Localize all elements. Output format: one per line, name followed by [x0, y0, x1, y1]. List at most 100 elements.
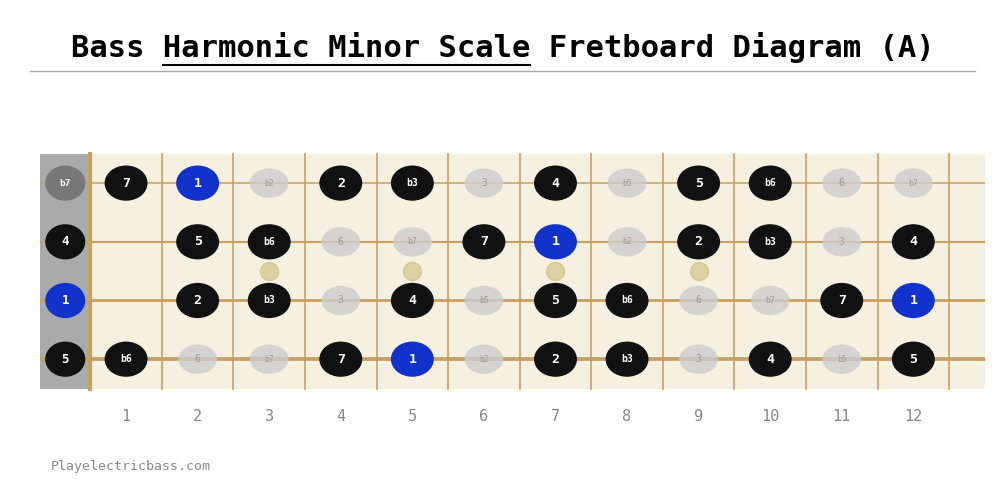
Ellipse shape	[534, 166, 577, 201]
Ellipse shape	[322, 227, 360, 256]
Text: 1: 1	[61, 294, 69, 307]
Text: 4: 4	[61, 235, 69, 248]
Text: b6: b6	[121, 354, 132, 364]
Ellipse shape	[391, 342, 434, 377]
Ellipse shape	[322, 286, 360, 315]
Text: 6: 6	[479, 409, 488, 424]
Text: b7: b7	[766, 296, 775, 305]
Text: 2: 2	[337, 176, 345, 190]
Text: 4: 4	[337, 409, 346, 424]
Ellipse shape	[608, 169, 646, 198]
Ellipse shape	[105, 342, 148, 377]
Ellipse shape	[677, 224, 721, 259]
Ellipse shape	[248, 283, 290, 318]
Ellipse shape	[391, 166, 434, 201]
Ellipse shape	[608, 227, 646, 256]
Text: b7: b7	[264, 354, 274, 364]
Text: 7: 7	[480, 235, 487, 248]
Ellipse shape	[891, 224, 935, 259]
Ellipse shape	[749, 224, 792, 259]
Text: 1: 1	[910, 294, 918, 307]
Text: 3: 3	[839, 237, 844, 247]
Text: 9: 9	[694, 409, 703, 424]
Ellipse shape	[679, 345, 718, 374]
Ellipse shape	[178, 345, 217, 374]
Text: b2: b2	[264, 178, 274, 188]
Text: b3: b3	[621, 354, 633, 364]
Ellipse shape	[45, 342, 85, 377]
Ellipse shape	[822, 345, 861, 374]
Ellipse shape	[751, 286, 790, 315]
Text: 5: 5	[552, 294, 560, 307]
Text: 8: 8	[622, 409, 631, 424]
Text: b7: b7	[909, 178, 919, 188]
Text: 3: 3	[264, 409, 273, 424]
Text: 4: 4	[408, 294, 416, 307]
Text: 5: 5	[408, 409, 417, 424]
Text: b3: b3	[765, 237, 776, 247]
Text: Bass: Bass	[0, 32, 91, 61]
Ellipse shape	[250, 169, 288, 198]
Text: b3: b3	[263, 295, 275, 306]
Text: 5: 5	[694, 176, 702, 190]
Ellipse shape	[105, 166, 148, 201]
Text: 2: 2	[194, 294, 202, 307]
Ellipse shape	[679, 286, 718, 315]
Text: b7: b7	[407, 237, 417, 246]
Text: 4: 4	[552, 176, 560, 190]
Text: 12: 12	[904, 409, 923, 424]
Ellipse shape	[749, 166, 792, 201]
Text: 4: 4	[910, 235, 918, 248]
Text: b2: b2	[622, 237, 632, 246]
Ellipse shape	[822, 169, 861, 198]
Ellipse shape	[464, 169, 504, 198]
Text: 5: 5	[194, 235, 202, 248]
Text: 3: 3	[338, 295, 344, 306]
Ellipse shape	[606, 283, 648, 318]
Text: 1: 1	[552, 235, 560, 248]
Ellipse shape	[894, 169, 933, 198]
Text: 1: 1	[194, 176, 202, 190]
Text: b7: b7	[59, 178, 71, 188]
Ellipse shape	[320, 342, 362, 377]
Text: 1: 1	[122, 409, 131, 424]
Text: b6: b6	[765, 178, 776, 188]
Ellipse shape	[320, 166, 362, 201]
Ellipse shape	[677, 166, 721, 201]
Text: 7: 7	[122, 176, 130, 190]
Text: 2: 2	[552, 352, 560, 366]
Text: b6: b6	[263, 237, 275, 247]
Ellipse shape	[891, 342, 935, 377]
Text: 4: 4	[766, 352, 774, 366]
Ellipse shape	[45, 224, 85, 259]
Ellipse shape	[891, 283, 935, 318]
Text: 11: 11	[832, 409, 851, 424]
Text: b5: b5	[622, 178, 632, 188]
Ellipse shape	[176, 224, 219, 259]
Ellipse shape	[534, 283, 577, 318]
Ellipse shape	[820, 283, 863, 318]
Text: 6: 6	[338, 237, 344, 247]
Text: 1: 1	[408, 352, 416, 366]
Ellipse shape	[45, 283, 85, 318]
Text: 5: 5	[910, 352, 918, 366]
Text: 6: 6	[839, 178, 844, 188]
Ellipse shape	[250, 345, 288, 374]
Ellipse shape	[822, 227, 861, 256]
Text: b5: b5	[837, 354, 846, 364]
Text: 3: 3	[481, 178, 486, 188]
Ellipse shape	[606, 342, 648, 377]
Ellipse shape	[393, 227, 432, 256]
Ellipse shape	[462, 224, 506, 259]
Text: 5: 5	[61, 352, 69, 366]
FancyBboxPatch shape	[90, 154, 985, 388]
Text: Bass Harmonic Minor Scale Fretboard Diagram (A): Bass Harmonic Minor Scale Fretboard Diag…	[70, 32, 935, 63]
Text: 6: 6	[195, 354, 201, 364]
Text: 3: 3	[695, 354, 701, 364]
Ellipse shape	[749, 342, 792, 377]
Text: b5: b5	[479, 296, 488, 305]
Ellipse shape	[248, 224, 290, 259]
Text: 10: 10	[761, 409, 779, 424]
Text: 7: 7	[838, 294, 846, 307]
Text: Playelectricbass.com: Playelectricbass.com	[50, 460, 210, 473]
